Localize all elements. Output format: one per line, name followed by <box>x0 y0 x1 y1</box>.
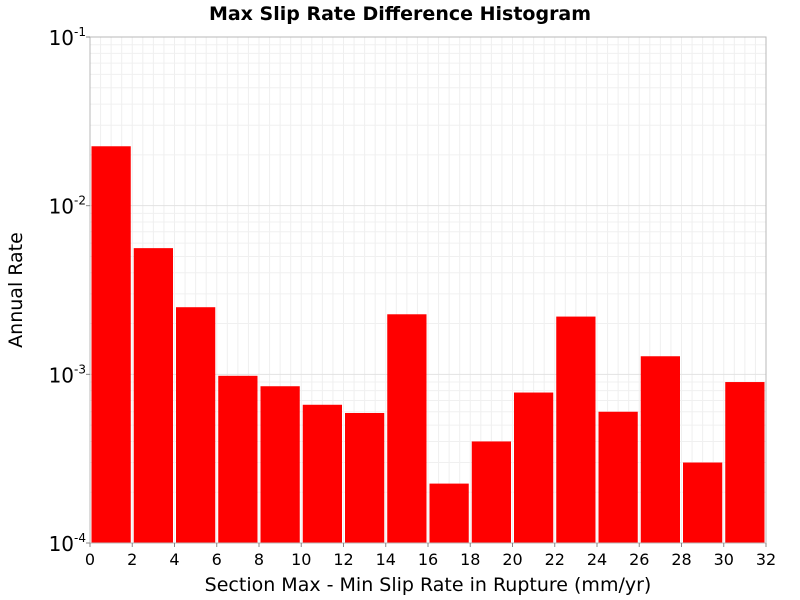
x-tick-label: 6 <box>212 550 222 569</box>
y-axis-ticks: 10-4 10-3 10-2 10-1 <box>49 25 90 556</box>
x-tick-label: 4 <box>169 550 179 569</box>
y-tick-label: 10-4 <box>49 531 86 556</box>
bar <box>640 356 680 543</box>
x-tick-label: 26 <box>629 550 649 569</box>
bar <box>218 375 258 543</box>
x-tick-label: 12 <box>333 550 353 569</box>
x-tick-label: 24 <box>587 550 607 569</box>
bar <box>556 316 596 543</box>
x-tick-label: 28 <box>671 550 691 569</box>
bar <box>683 462 723 543</box>
x-tick-label: 10 <box>291 550 311 569</box>
bar <box>260 386 300 543</box>
x-tick-label: 18 <box>460 550 480 569</box>
y-tick-label: 10-2 <box>49 194 86 219</box>
bar <box>725 382 765 543</box>
bar <box>598 411 638 543</box>
x-tick-label: 22 <box>545 550 565 569</box>
x-tick-label: 32 <box>756 550 776 569</box>
x-axis-ticks: 0 2 4 6 8 10 12 14 16 18 20 22 24 26 28 30 32 <box>85 543 776 569</box>
x-tick-label: 20 <box>502 550 522 569</box>
y-tick-label: 10-3 <box>49 362 86 387</box>
y-axis-label: Annual Rate <box>5 232 27 348</box>
x-tick-label: 8 <box>254 550 264 569</box>
bar <box>471 441 511 543</box>
bars <box>91 146 765 544</box>
chart-title: Max Slip Rate Difference Histogram <box>209 3 591 25</box>
x-tick-label: 14 <box>376 550 396 569</box>
x-tick-label: 16 <box>418 550 438 569</box>
bar <box>429 483 469 543</box>
y-tick-label: 10-1 <box>49 25 86 50</box>
x-axis-label: Section Max - Min Slip Rate in Rupture (… <box>205 574 652 596</box>
bar <box>387 314 427 543</box>
bar <box>91 146 131 544</box>
x-tick-label: 2 <box>127 550 137 569</box>
bar <box>133 248 173 543</box>
bar <box>302 404 342 543</box>
bar <box>514 392 554 543</box>
x-tick-label: 30 <box>714 550 734 569</box>
bar <box>176 307 216 543</box>
bar <box>345 412 385 543</box>
x-tick-label: 0 <box>85 550 95 569</box>
